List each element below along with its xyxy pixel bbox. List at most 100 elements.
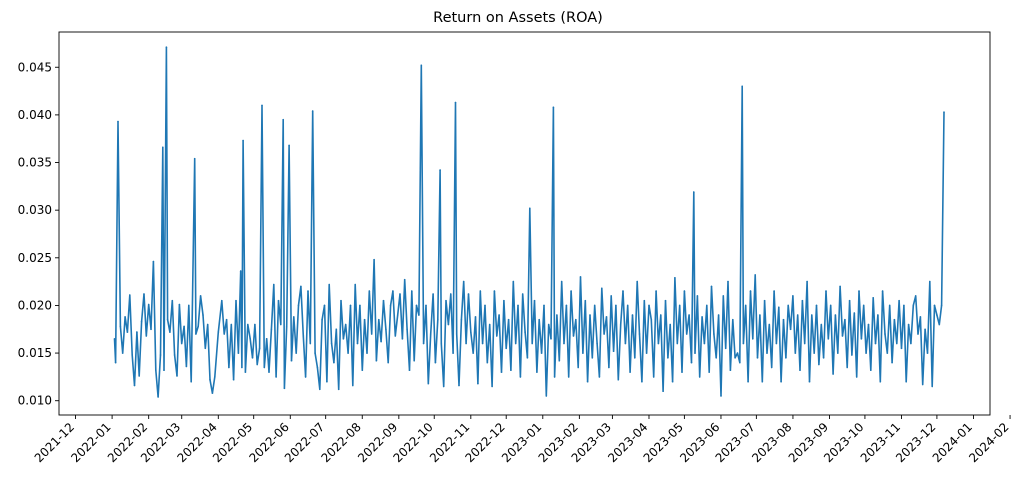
data-point [311,110,314,112]
data-point [681,371,683,373]
data-point [626,304,629,307]
data-point [839,285,841,288]
data-point [879,380,882,383]
data-point [853,312,856,314]
data-point [330,342,333,345]
data-point [147,303,150,306]
data-point [300,285,302,288]
data-point [282,118,285,121]
data-point [185,365,188,368]
data-point [893,318,896,321]
data-point [898,299,900,302]
data-point [631,314,634,316]
data-point [420,64,423,67]
data-point [342,338,345,340]
data-point [162,146,164,149]
y-tick-label: 0.035 [18,156,52,170]
data-point [228,366,230,369]
data-point [230,323,233,326]
data-point [237,352,240,354]
data-point [624,342,627,345]
x-axis: 2021-122022-012022-022022-032022-042022-… [32,415,1012,465]
data-point [399,293,401,295]
data-point [119,325,122,328]
data-point [741,85,743,88]
data-point [375,359,378,362]
data-point [458,384,460,387]
data-point [166,318,169,321]
data-point [493,290,496,292]
data-point [710,285,713,288]
data-point [133,384,136,387]
data-point [440,342,443,345]
data-point [936,314,938,316]
data-point [674,277,676,279]
y-tick-label: 0.015 [18,346,52,360]
data-point [316,366,319,369]
data-point [163,369,165,372]
data-point [152,260,155,263]
data-point [337,388,340,391]
data-point [921,383,924,386]
data-point [491,385,493,388]
data-point [905,380,907,383]
data-point [202,314,204,316]
data-point [766,352,768,354]
data-point [636,280,638,283]
data-point [825,290,827,292]
data-point [445,299,447,302]
data-point [851,354,853,356]
data-point [280,323,282,326]
data-point [815,304,818,307]
data-point [344,323,347,326]
data-point [347,352,349,354]
data-point [159,354,162,356]
data-point [126,331,129,333]
data-point [113,338,116,340]
data-point [503,299,505,302]
data-point [643,299,646,302]
data-point [261,104,263,107]
data-point [729,369,732,372]
data-point [943,111,945,113]
data-point [387,361,390,364]
data-point [593,304,596,307]
data-point [678,304,681,307]
data-point [577,366,579,369]
data-point [293,316,295,318]
data-point [180,342,183,345]
data-point [867,323,870,326]
data-point [638,333,641,335]
data-point [858,290,860,292]
data-point [855,376,858,378]
data-point [846,366,848,369]
data-point [275,376,277,378]
data-point [910,342,912,345]
data-point [796,314,799,316]
data-point [268,371,270,373]
data-point [575,318,577,321]
data-point [808,380,811,383]
data-point [510,369,512,372]
plot-frame [58,31,991,416]
data-point [565,304,568,307]
data-point [586,380,589,383]
data-point [603,333,605,335]
data-point [727,280,729,283]
data-point [323,304,326,307]
data-point [787,304,789,307]
data-point [685,333,688,335]
data-point [877,314,879,316]
data-point [319,388,321,391]
data-point [722,295,725,297]
data-point [129,294,131,296]
data-point [940,304,943,307]
data-point [547,323,550,326]
data-point [239,270,242,272]
data-point [617,378,620,381]
data-point [924,328,926,331]
chart-title: Return on Assets (ROA) [433,10,603,26]
data-point [131,354,133,356]
data-point [193,157,196,160]
data-point [756,357,759,359]
